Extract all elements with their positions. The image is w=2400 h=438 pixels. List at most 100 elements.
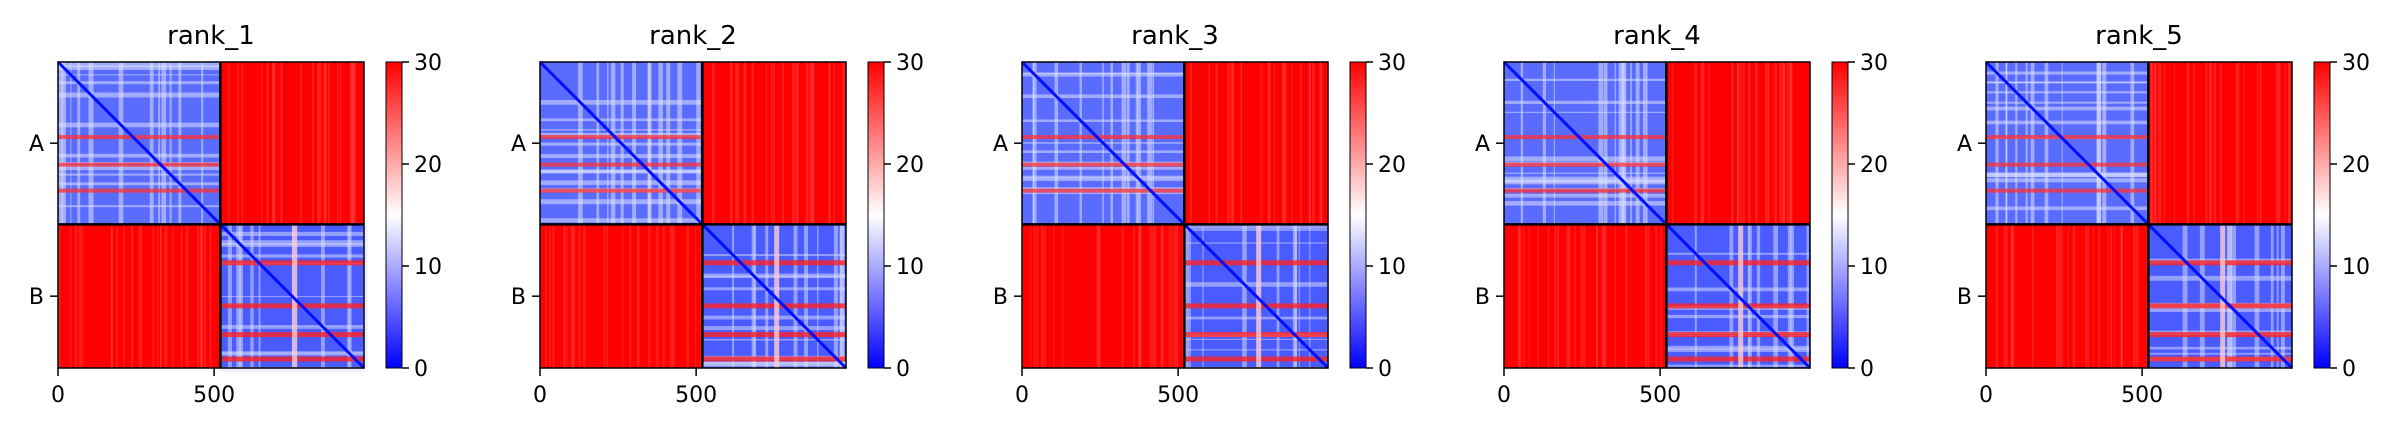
heatmap-col-band <box>1553 62 1555 225</box>
colorbar-tick-label: 10 <box>1860 255 1888 280</box>
heatmap-col-band <box>765 224 769 368</box>
heatmap-col-band <box>70 62 72 225</box>
heatmap-col-band <box>2182 224 2188 368</box>
heatmap-col-band <box>1806 224 1809 368</box>
heatmap-row-band <box>1504 135 1667 140</box>
heatmap-col-band <box>1729 224 1731 368</box>
heatmap-diagonal <box>1984 60 2150 226</box>
heatmap-row-band <box>1022 119 1185 122</box>
heatmap-col-band <box>1598 62 1604 225</box>
heatmap-col-band <box>1202 224 1204 368</box>
heatmap-col-band <box>1995 62 1999 225</box>
heatmap-col-band <box>1773 224 1779 368</box>
heatmap-row-band <box>1504 201 1667 206</box>
panel-title: rank_3 <box>1131 21 1219 51</box>
heatmap-row-band <box>220 243 364 247</box>
heatmap-col-band <box>2276 224 2279 368</box>
heatmap-row-band <box>1986 188 2149 193</box>
heatmap-col-band <box>1242 224 1247 368</box>
heatmap-row-band <box>58 153 221 158</box>
colorbar-tick-label: 0 <box>414 357 428 382</box>
colorbar-tick-label: 30 <box>414 51 442 76</box>
colorbar: 0 10 20 30 <box>1831 51 1888 382</box>
heatmap-col-band <box>658 62 663 225</box>
x-tick-label: 0 <box>1979 383 1993 408</box>
x-tick-label: 500 <box>1157 383 1199 408</box>
heatmap-block-ab <box>1184 62 1328 225</box>
colorbar: 0 10 20 30 <box>385 51 442 382</box>
heatmap-row-band <box>1666 348 1810 352</box>
x-tick-label: 500 <box>2121 383 2163 408</box>
x-tick-label: 500 <box>193 383 235 408</box>
heatmap-row-band <box>58 92 221 98</box>
heatmap-row-band <box>1504 111 1667 113</box>
heatmap-col-band <box>1542 62 1546 225</box>
axes-frame <box>539 61 847 369</box>
heatmap-row-band <box>1184 229 1328 231</box>
x-tick-label: 0 <box>533 383 547 408</box>
heatmap-diagonal <box>2147 223 2294 370</box>
heatmap-col-band <box>239 224 243 368</box>
heatmap-row-band <box>220 366 364 372</box>
heatmap-col-band <box>347 224 352 368</box>
panel-title: rank_1 <box>167 21 255 51</box>
heatmap-col-band <box>1520 62 1523 225</box>
panel-3: rank_3 0 500 A B 0 10 20 30 <box>993 21 1406 408</box>
heatmap-col-band <box>61 62 67 225</box>
heatmap-row-band <box>1504 162 1667 167</box>
heatmap-row-band <box>220 260 364 266</box>
heatmap-diagonal <box>1665 223 1812 370</box>
heatmap-block-ab <box>1666 62 1810 225</box>
heatmap-row-band <box>1666 332 1810 338</box>
heatmap-block-ab <box>220 62 364 225</box>
y-tick-label: A <box>511 132 526 157</box>
colorbar-tick-label: 10 <box>2342 255 2370 280</box>
x-tick-label: 0 <box>1015 383 1029 408</box>
heatmap-col-band <box>362 224 368 368</box>
heatmap-row-band <box>1184 356 1328 362</box>
colorbar-tick-label: 0 <box>2342 357 2356 382</box>
heatmap-diagonal <box>1502 60 1668 226</box>
heatmap-row-band <box>1986 71 2149 75</box>
colorbar-tick-label: 30 <box>2342 51 2370 76</box>
heatmap-row-band <box>1504 156 1667 162</box>
heatmap-row-band <box>540 135 703 140</box>
heatmap-row-band <box>220 303 364 309</box>
colorbar-tick-label: 0 <box>1378 357 1392 382</box>
heatmap-col-band <box>833 224 839 368</box>
heatmap-col-band <box>804 224 809 368</box>
heatmap-row-band <box>1184 260 1328 266</box>
colorbar-tick-label: 10 <box>414 255 442 280</box>
heatmap-col-band <box>1256 224 1262 368</box>
panel-title: rank_5 <box>2095 21 2183 51</box>
heatmap-row-band <box>58 135 221 140</box>
heatmap-row-band <box>1184 338 1328 340</box>
colorbar-tick-label: 20 <box>1860 153 1888 178</box>
heatmap-block-ba <box>1986 224 2149 368</box>
heatmap-col-band <box>2281 224 2285 368</box>
heatmap-col-band <box>2061 62 2063 225</box>
colorbar-tick-label: 30 <box>1378 51 1406 76</box>
heatmap-row-band <box>220 332 364 338</box>
heatmap-row-band <box>540 199 703 205</box>
colorbar: 0 10 20 30 <box>867 51 924 382</box>
y-tick-label: A <box>1957 132 1972 157</box>
x-tick-label: 0 <box>1497 383 1511 408</box>
heatmap-row-band <box>1504 176 1667 182</box>
heatmap-row-band <box>1986 81 2149 84</box>
heatmap-col-band <box>2199 224 2205 368</box>
colorbar-tick-label: 10 <box>896 255 924 280</box>
heatmap-col-band <box>1032 62 1035 225</box>
heatmap-row-band <box>1504 78 1667 81</box>
heatmap-col-band <box>2025 62 2028 225</box>
heatmap-col-band <box>2130 62 2135 225</box>
heatmap-row-band <box>1022 162 1185 167</box>
heatmap-col-band <box>2044 62 2049 225</box>
heatmap-col-band <box>2229 224 2234 368</box>
heatmap-diagonal <box>1183 223 1330 370</box>
heatmap-row-band <box>1986 91 2149 94</box>
heatmap-col-band <box>149 62 154 225</box>
heatmap-col-band <box>2233 224 2237 368</box>
heatmap-col-band <box>178 62 182 225</box>
